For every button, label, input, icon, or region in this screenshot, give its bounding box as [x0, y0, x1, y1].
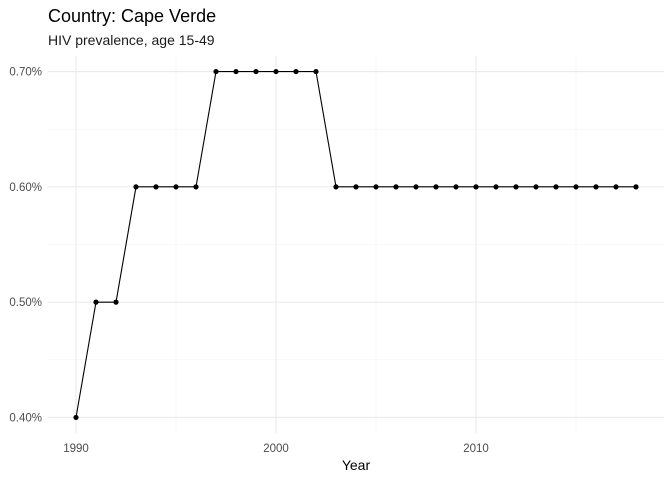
data-point — [253, 68, 259, 75]
data-point — [113, 299, 119, 305]
y-tick-label: 0.70% — [9, 67, 42, 79]
data-point — [213, 68, 219, 75]
data-point — [93, 299, 99, 305]
data-point — [73, 414, 79, 421]
data-point — [173, 184, 179, 190]
y-tick-label: 0.40% — [9, 412, 42, 424]
data-point — [453, 184, 459, 190]
data-point — [413, 184, 419, 190]
x-tick-label: 2000 — [263, 443, 289, 455]
chart-title: Country: Cape Verde — [48, 6, 217, 26]
data-point — [433, 184, 439, 190]
x-tick-label: 1990 — [63, 443, 89, 455]
data-point — [633, 184, 639, 190]
data-point — [233, 68, 239, 75]
data-point — [513, 184, 519, 190]
x-axis-ticks: 1990 2000 2010 — [63, 443, 489, 455]
data-point — [313, 68, 319, 75]
data-point — [573, 184, 579, 190]
data-point — [133, 184, 139, 190]
data-point — [273, 68, 279, 75]
data-point — [613, 184, 619, 190]
data-point — [153, 184, 159, 190]
data-point — [553, 184, 559, 190]
x-tick-label: 2010 — [463, 443, 489, 455]
data-point — [473, 184, 479, 190]
data-point — [333, 184, 339, 190]
data-point — [193, 184, 199, 190]
series-layer — [73, 68, 639, 421]
data-point — [393, 184, 399, 190]
data-point — [493, 184, 499, 190]
y-tick-label: 0.50% — [9, 297, 42, 309]
data-point — [593, 184, 599, 190]
y-axis-ticks: 0.40% 0.50% 0.60% 0.70% — [9, 67, 42, 425]
data-point — [293, 68, 299, 75]
data-point — [353, 184, 359, 190]
x-axis-title: Year — [342, 457, 371, 473]
grid-lines — [48, 56, 664, 433]
data-point — [373, 184, 379, 190]
chart-subtitle: HIV prevalence, age 15-49 — [48, 32, 215, 48]
y-tick-label: 0.60% — [9, 182, 42, 194]
data-point — [533, 184, 539, 190]
